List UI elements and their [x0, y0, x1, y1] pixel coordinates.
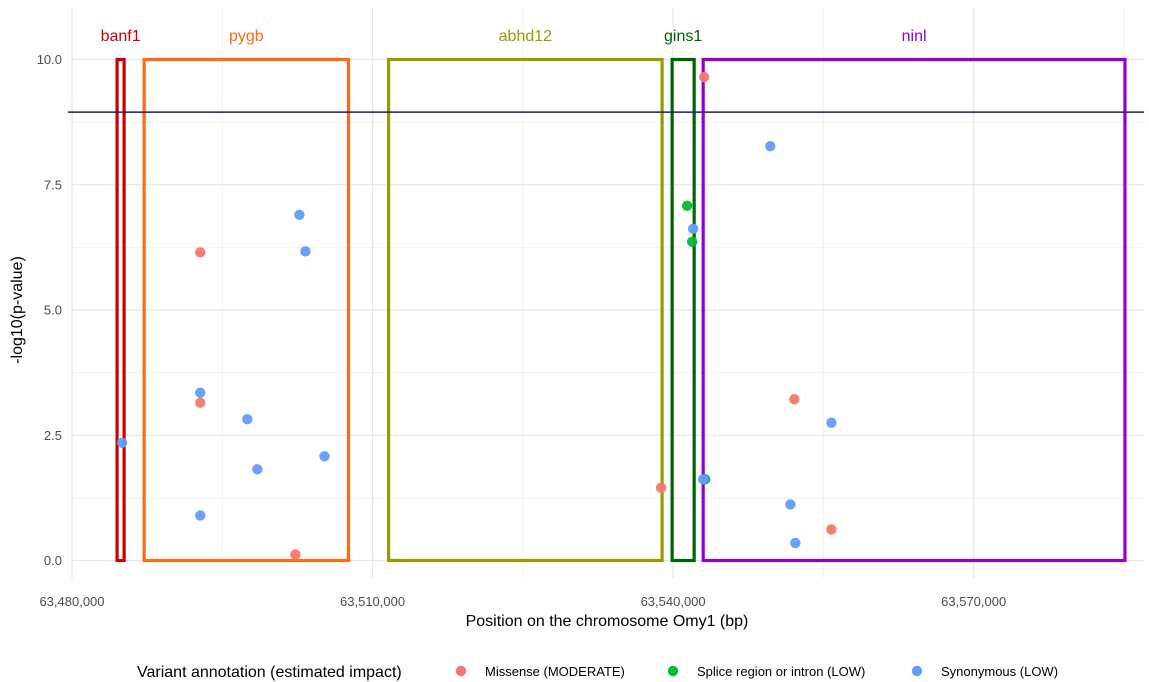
legend-key	[667, 665, 679, 677]
data-point	[826, 417, 837, 428]
data-point	[195, 510, 206, 521]
gene-box-ninl	[701, 57, 1127, 563]
data-point	[319, 451, 330, 462]
data-point	[790, 537, 801, 549]
data-point	[195, 387, 206, 398]
gene-box-abhd12	[386, 57, 664, 563]
data-point	[697, 474, 709, 485]
gene-box-pygb	[142, 57, 351, 563]
x-tick-label: 63,570,000	[941, 594, 1006, 609]
gene-label-abhd12: abhd12	[499, 28, 552, 45]
legend-item-label: Synonymous (LOW)	[941, 664, 1058, 679]
gene-box-gins1	[670, 57, 696, 563]
x-axis-title: Position on the chromosome Omy1 (bp)	[466, 613, 749, 630]
data-point	[698, 71, 710, 83]
y-tick-label: 5.0	[44, 303, 62, 318]
legend-items: Missense (MODERATE) Splice region or intr…	[455, 664, 1058, 679]
data-point	[686, 236, 698, 248]
data-point	[195, 397, 206, 408]
data-point	[785, 499, 796, 510]
gene-label-pygb: pygb	[229, 28, 264, 45]
legend-key	[455, 665, 467, 677]
gene-boxes: banf1 pygb abhd12 gins1 ninl	[101, 28, 1127, 563]
data-point	[290, 549, 301, 560]
data-point	[826, 524, 837, 535]
y-axis-title: -log10(p-value)	[9, 256, 26, 364]
data-point	[294, 209, 305, 221]
axes: 63,480,000 63,510,000 63,540,000 63,570,000…	[37, 52, 1007, 609]
y-tick-label: 2.5	[44, 428, 62, 443]
gene-box-banf1	[115, 57, 126, 563]
data-point	[195, 247, 206, 258]
legend-item-label: Missense (MODERATE)	[485, 664, 625, 679]
data-point	[789, 393, 800, 405]
legend: Variant annotation (estimated impact) Mi…	[137, 664, 1058, 681]
data-point	[681, 200, 693, 211]
y-tick-label: 7.5	[44, 177, 62, 192]
data-point	[765, 140, 776, 152]
x-tick-label: 63,510,000	[340, 594, 405, 609]
y-tick-label: 0.0	[44, 553, 62, 568]
gene-label-ninl: ninl	[902, 28, 927, 45]
gene-label-gins1: gins1	[664, 28, 702, 45]
data-point	[116, 437, 128, 448]
grid	[71, 8, 1144, 578]
data-point	[252, 464, 263, 475]
legend-key	[911, 665, 923, 677]
data-point	[687, 223, 699, 235]
data-point	[655, 482, 667, 494]
x-tick-label: 63,480,000	[39, 594, 104, 609]
legend-item-label: Splice region or intron (LOW)	[697, 664, 865, 679]
y-tick-label: 10.0	[37, 52, 62, 67]
data-points	[116, 71, 837, 560]
gene-label-banf1: banf1	[101, 28, 141, 45]
x-tick-label: 63,540,000	[641, 594, 706, 609]
legend-title: Variant annotation (estimated impact)	[137, 664, 402, 681]
data-point	[300, 246, 311, 257]
data-point	[242, 414, 253, 425]
